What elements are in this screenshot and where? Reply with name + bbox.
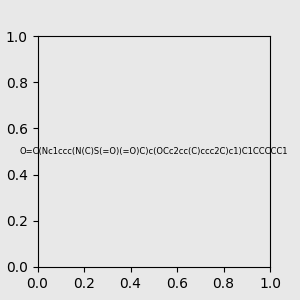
Text: O=C(Nc1ccc(N(C)S(=O)(=O)C)c(OCc2cc(C)ccc2C)c1)C1CCCCC1: O=C(Nc1ccc(N(C)S(=O)(=O)C)c(OCc2cc(C)ccc… [20, 147, 288, 156]
